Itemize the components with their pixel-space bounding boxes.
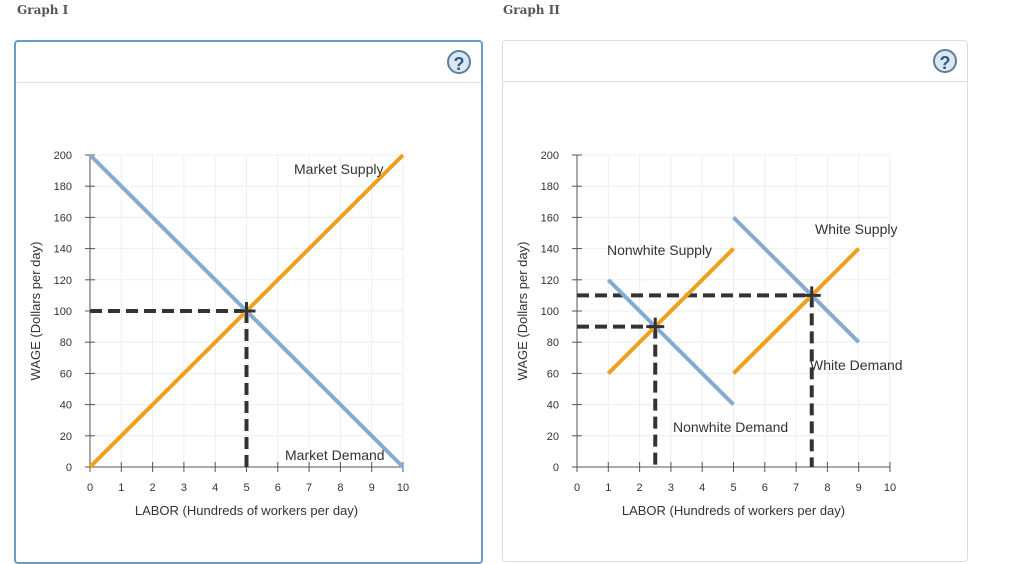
graph-2-header: ? bbox=[503, 41, 967, 82]
x-tick-label: 9 bbox=[369, 482, 375, 494]
curve-nonwhite-supply bbox=[606, 247, 735, 375]
x-tick-label: 6 bbox=[275, 482, 281, 494]
x-tick-label: 8 bbox=[824, 482, 830, 494]
help-icon[interactable]: ? bbox=[447, 50, 471, 74]
y-tick-label: 20 bbox=[60, 431, 72, 443]
graph-1-header: ? bbox=[16, 42, 481, 83]
x-tick-label: 1 bbox=[118, 482, 124, 494]
x-tick-label: 10 bbox=[397, 482, 409, 494]
curve-white-supply bbox=[732, 247, 861, 375]
y-tick-label: 20 bbox=[547, 431, 559, 443]
curve-nonwhite-demand bbox=[606, 278, 735, 407]
y-tick-label: 160 bbox=[54, 212, 72, 224]
x-tick-label: 5 bbox=[243, 482, 249, 494]
x-tick-label: 2 bbox=[150, 482, 156, 494]
help-icon[interactable]: ? bbox=[933, 49, 957, 73]
charts: 0 1 2 3 4 5 6 7 8 9 10020406080100120140160180200L… bbox=[28, 150, 903, 518]
x-tick-label: 6 bbox=[762, 482, 768, 494]
y-tick-label: 200 bbox=[541, 150, 559, 162]
x-tick-label: 3 bbox=[668, 482, 674, 494]
x-tick-label: 0 bbox=[574, 482, 580, 494]
y-tick-label: 180 bbox=[54, 181, 72, 193]
equilibrium-point-marker bbox=[802, 286, 821, 305]
curve-label: White Supply bbox=[815, 221, 897, 237]
x-tick-label: 9 bbox=[856, 482, 862, 494]
y-tick-label: 80 bbox=[547, 337, 559, 349]
y-tick-label: 0 bbox=[66, 462, 72, 474]
x-tick-label: 1 bbox=[605, 482, 611, 494]
y-tick-label: 200 bbox=[54, 150, 72, 162]
y-axis-label: WAGE (Dollars per day) bbox=[28, 242, 43, 381]
equilibrium-point-marker bbox=[237, 302, 256, 320]
graph-1-title: Graph I bbox=[17, 3, 69, 17]
y-tick-label: 140 bbox=[541, 244, 559, 256]
curve-label: White Demand bbox=[810, 357, 903, 373]
graph-1-panel[interactable]: ? bbox=[14, 40, 483, 564]
x-tick-label: 4 bbox=[212, 482, 218, 494]
curve-label: Nonwhite Supply bbox=[607, 242, 712, 258]
x-tick-label: 10 bbox=[884, 482, 896, 494]
y-tick-label: 80 bbox=[60, 337, 72, 349]
y-tick-label: 120 bbox=[541, 275, 559, 287]
curve-white-demand bbox=[732, 215, 861, 344]
curve-label: Market Supply bbox=[294, 161, 383, 177]
x-tick-label: 5 bbox=[730, 482, 736, 494]
y-tick-label: 180 bbox=[541, 181, 559, 193]
y-tick-label: 100 bbox=[54, 306, 72, 318]
y-tick-label: 0 bbox=[553, 462, 559, 474]
y-tick-label: 40 bbox=[60, 400, 72, 412]
y-tick-label: 120 bbox=[54, 275, 72, 287]
curve-label: Nonwhite Demand bbox=[673, 419, 788, 435]
y-tick-label: 60 bbox=[60, 368, 72, 380]
equilibrium-point-marker bbox=[646, 317, 665, 336]
y-tick-label: 160 bbox=[541, 212, 559, 224]
curve-label: Market Demand bbox=[285, 447, 385, 463]
x-tick-label: 4 bbox=[699, 482, 705, 494]
x-tick-label: 7 bbox=[793, 482, 799, 494]
x-tick-label: 2 bbox=[637, 482, 643, 494]
x-tick-label: 3 bbox=[181, 482, 187, 494]
graph-2-title: Graph II bbox=[503, 3, 560, 17]
y-tick-label: 100 bbox=[541, 306, 559, 318]
x-tick-label: 0 bbox=[87, 482, 93, 494]
y-tick-label: 40 bbox=[547, 400, 559, 412]
y-axis-label: WAGE (Dollars per day) bbox=[515, 242, 530, 381]
x-axis-label: LABOR (Hundreds of workers per day) bbox=[135, 503, 358, 518]
x-axis-label: LABOR (Hundreds of workers per day) bbox=[622, 503, 845, 518]
y-tick-label: 140 bbox=[54, 244, 72, 256]
x-tick-label: 7 bbox=[306, 482, 312, 494]
y-tick-label: 60 bbox=[547, 368, 559, 380]
x-tick-label: 8 bbox=[337, 482, 343, 494]
